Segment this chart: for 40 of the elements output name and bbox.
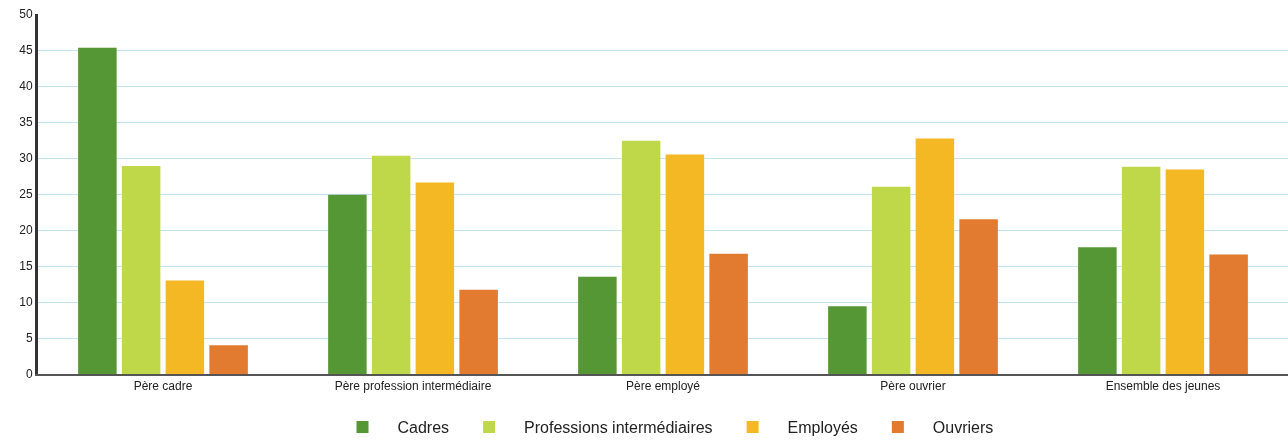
- y-tick-label: 25: [19, 187, 33, 202]
- bar: [665, 154, 705, 374]
- bar: [415, 182, 455, 374]
- bar: [621, 140, 661, 374]
- y-tick-label: 35: [19, 115, 33, 130]
- bar: [871, 186, 911, 374]
- y-tick-label: 5: [25, 331, 33, 346]
- bar: [459, 289, 498, 374]
- bar: [1209, 254, 1248, 374]
- bar: [121, 165, 161, 374]
- y-tick-label: 20: [19, 223, 33, 238]
- legend-label: Cadres: [397, 419, 450, 437]
- legend-label: Ouvriers: [932, 419, 994, 437]
- bar: [959, 219, 998, 374]
- legend-label: Employés: [787, 419, 858, 437]
- y-tick-label: 45: [19, 43, 33, 58]
- x-tick-label: Père ouvrier: [880, 379, 946, 394]
- bar: [78, 47, 117, 374]
- bar: [828, 306, 867, 374]
- y-tick-label: 50: [19, 7, 33, 22]
- y-tick-label: 0: [25, 367, 33, 382]
- bar: [1121, 166, 1161, 374]
- x-tick-label: Père employé: [625, 379, 701, 394]
- bar: [1165, 169, 1205, 374]
- bar: [915, 138, 955, 374]
- bar: [209, 345, 248, 374]
- x-tick-label: Père cadre: [133, 379, 193, 394]
- bar: [578, 276, 617, 374]
- x-tick-label: Ensemble des jeunes: [1105, 379, 1221, 394]
- y-tick-label: 40: [19, 79, 33, 94]
- bar: [371, 155, 411, 374]
- bar: [1078, 247, 1117, 374]
- y-tick-label: 15: [19, 259, 33, 274]
- bar: [709, 253, 748, 374]
- x-tick-label: Père profession intermédiaire: [334, 379, 492, 394]
- y-tick-label: 30: [19, 151, 33, 166]
- y-tick-label: 10: [19, 295, 33, 310]
- legend-label: Professions intermédiaires: [524, 419, 713, 437]
- bar: [328, 194, 367, 374]
- bar: [165, 280, 205, 374]
